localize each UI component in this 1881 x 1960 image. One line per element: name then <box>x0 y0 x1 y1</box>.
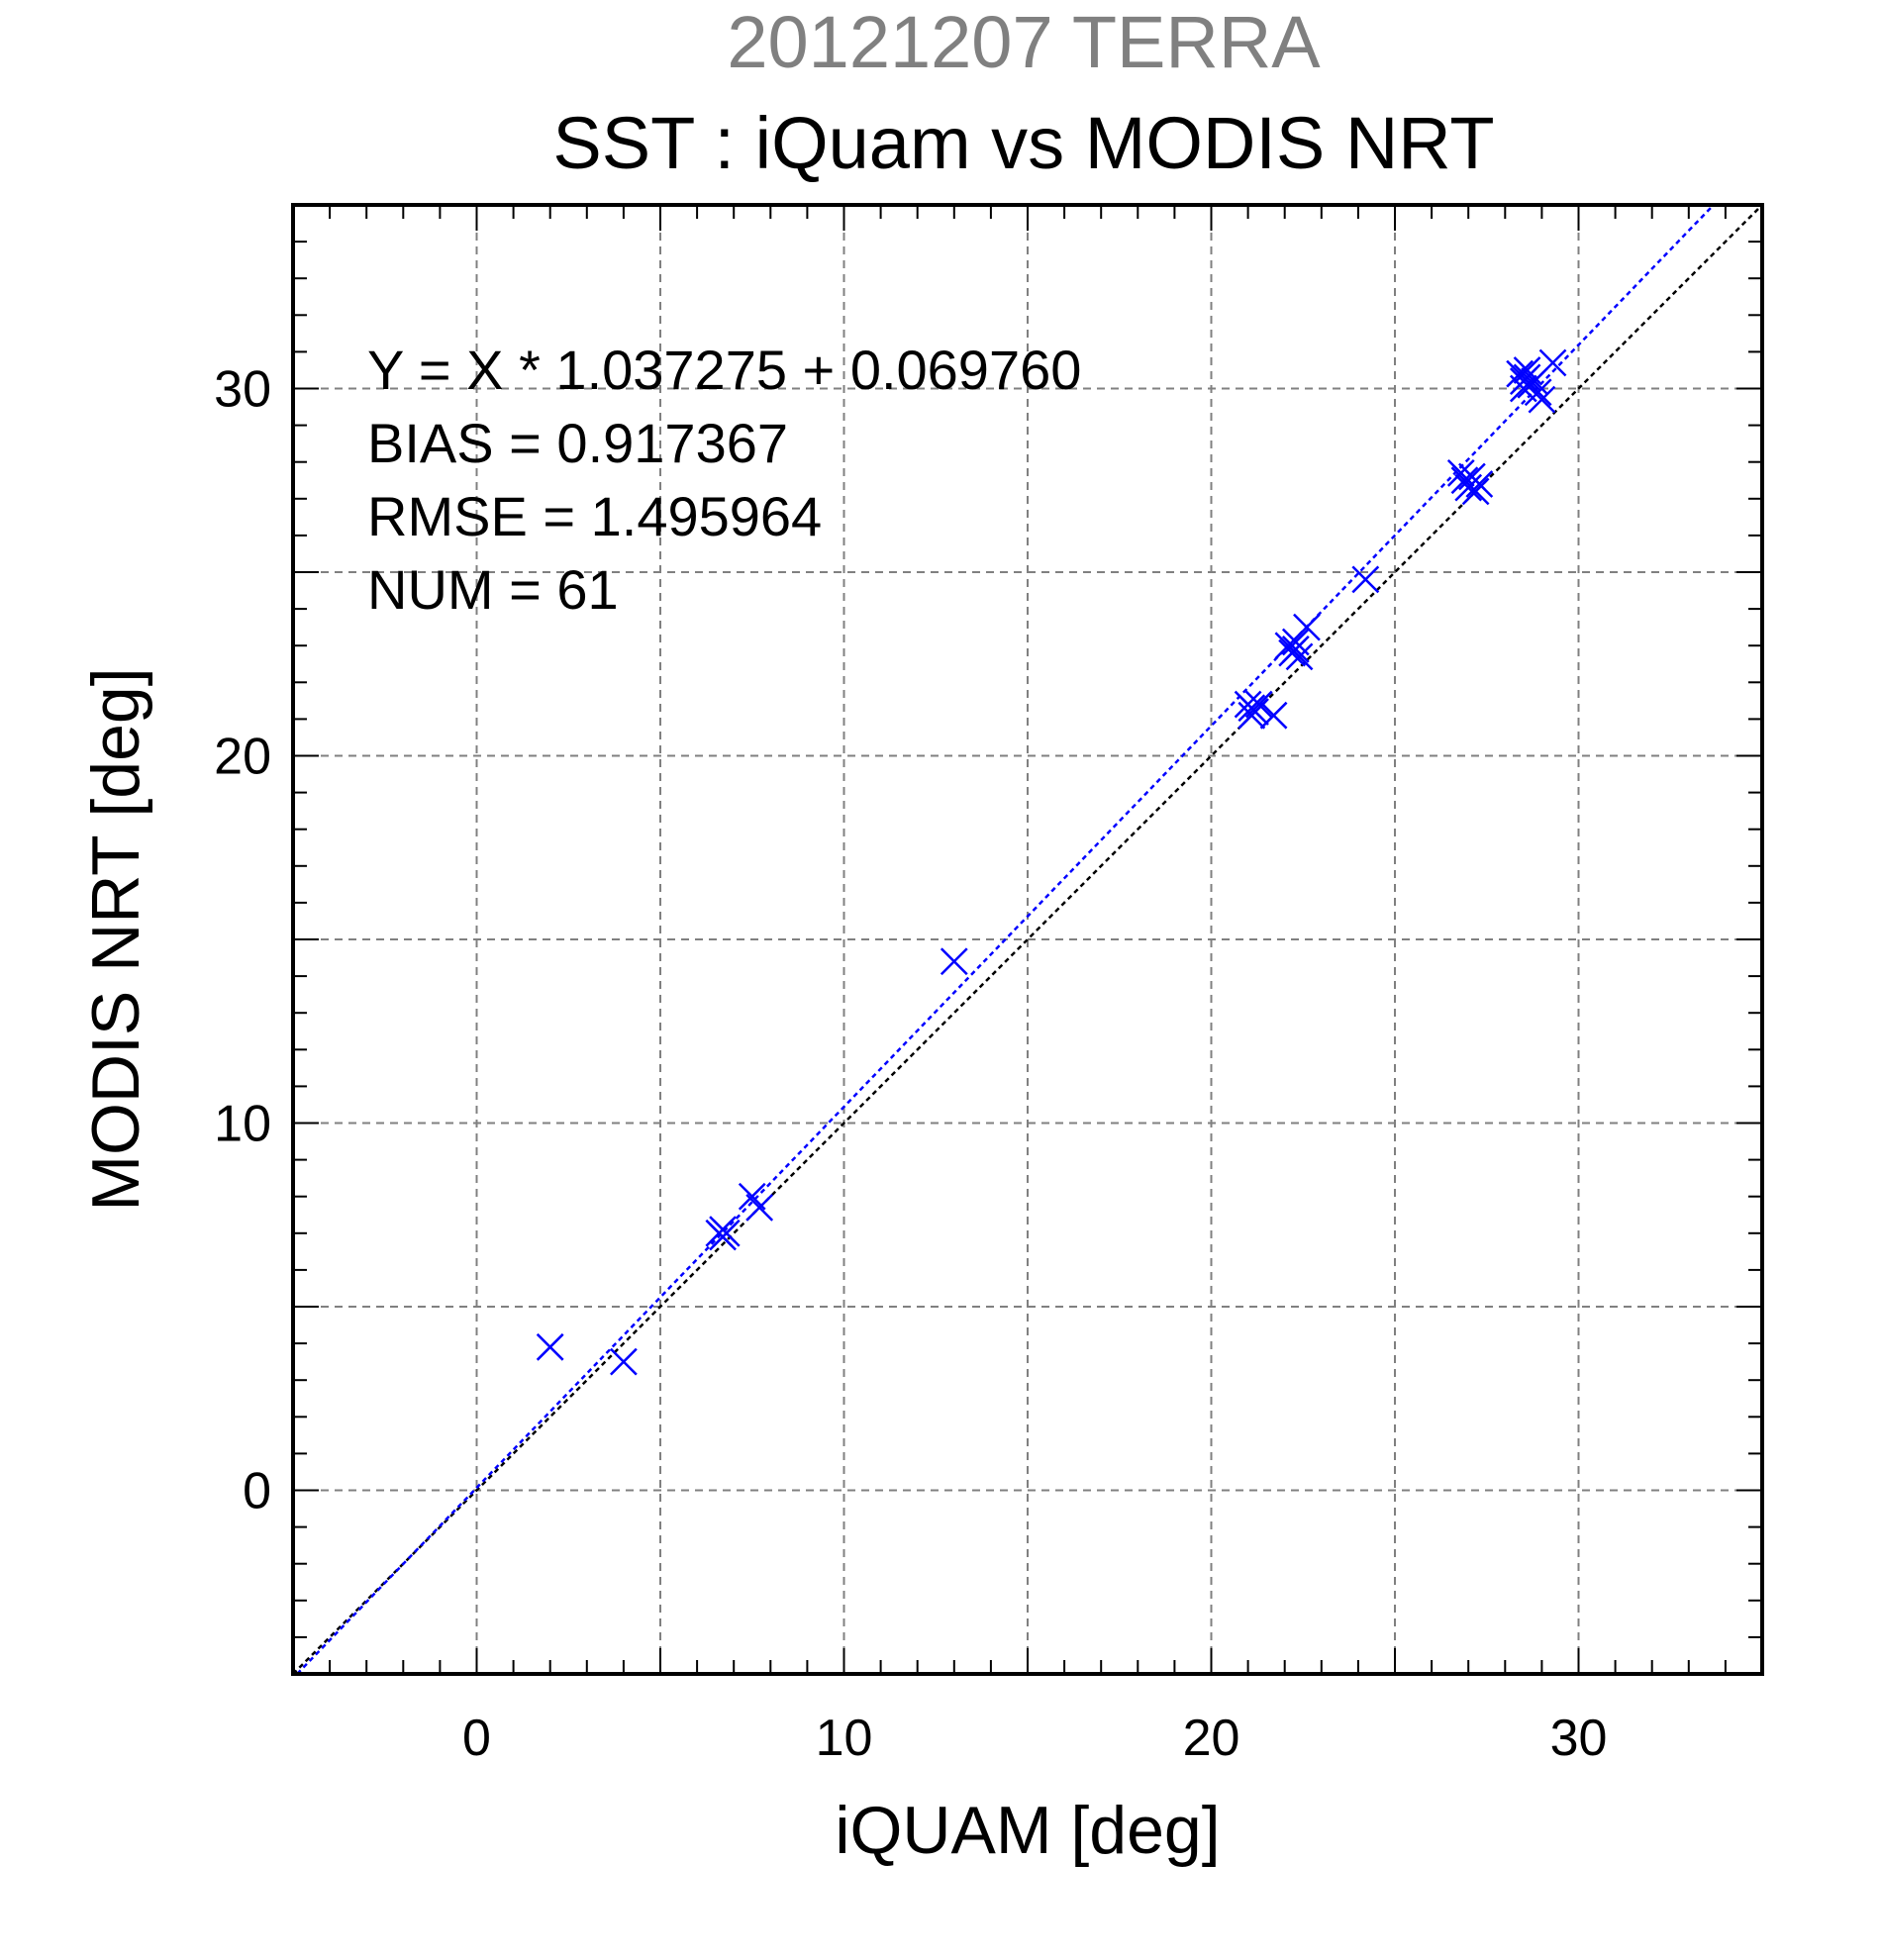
stat-bias: BIAS = 0.917367 <box>367 412 788 474</box>
data-point-stroke <box>1446 458 1475 487</box>
data-point-stroke <box>1351 565 1380 594</box>
x-tick-label: 0 <box>462 1710 491 1767</box>
data-point-stroke <box>536 1332 564 1361</box>
data-point-stroke <box>1513 363 1541 392</box>
data-point-stroke <box>940 947 968 976</box>
data-point-stroke <box>1528 385 1556 414</box>
data-point-stroke <box>1285 642 1314 671</box>
data-point-stroke <box>1538 348 1567 377</box>
data-point-stroke <box>1454 473 1483 502</box>
data-point-stroke <box>745 1193 774 1222</box>
y-tick-label: 20 <box>214 729 271 786</box>
data-point <box>940 947 968 976</box>
data-point-stroke <box>709 1223 737 1251</box>
data-point <box>1528 385 1556 414</box>
data-points <box>536 348 1567 1376</box>
y-tick-label: 30 <box>214 361 271 419</box>
x-tick-label: 20 <box>1183 1710 1240 1767</box>
grid-lines <box>293 205 1762 1674</box>
data-point <box>1513 363 1541 392</box>
chart-title: SST : iQuam vs MODIS NRT <box>552 102 1494 184</box>
data-point <box>1524 378 1552 407</box>
stat-rmse: RMSE = 1.495964 <box>367 485 822 547</box>
chart-supertitle: 20121207 TERRA <box>727 1 1321 83</box>
data-point <box>709 1223 737 1251</box>
y-tick-label: 10 <box>214 1096 271 1153</box>
data-point <box>1351 565 1380 594</box>
data-point <box>1238 701 1266 730</box>
data-point <box>1293 613 1321 641</box>
data-point <box>1465 470 1494 498</box>
data-point-stroke <box>1465 470 1494 498</box>
data-point <box>536 1332 564 1361</box>
minor-ticks <box>293 205 1762 1674</box>
data-point <box>1446 458 1475 487</box>
data-point-stroke <box>1513 356 1541 384</box>
x-tick-label: 30 <box>1550 1710 1608 1767</box>
data-point-stroke <box>1259 701 1288 730</box>
data-point <box>1259 701 1288 730</box>
data-point-stroke <box>1293 613 1321 641</box>
data-point <box>1454 473 1483 502</box>
y-tick-label: 0 <box>243 1463 271 1520</box>
tick-labels: 0 10 20 30 0 10 20 30 <box>214 361 1607 1768</box>
data-point <box>1538 348 1567 377</box>
data-point <box>1461 477 1490 506</box>
reference-lines <box>292 204 1763 1675</box>
data-point-stroke <box>1461 477 1490 506</box>
data-point-stroke <box>1281 636 1310 663</box>
data-point-stroke <box>610 1347 638 1376</box>
plot-frame <box>291 203 1764 1676</box>
x-axis-label: iQUAM [deg] <box>835 1793 1220 1868</box>
stat-fit-equation: Y = X * 1.037275 + 0.069760 <box>367 339 1081 401</box>
data-point <box>1281 636 1310 663</box>
data-point <box>745 1193 774 1222</box>
data-point <box>1281 628 1310 656</box>
data-point-stroke <box>1238 701 1266 730</box>
data-point <box>610 1347 638 1376</box>
regression-line <box>296 204 1715 1675</box>
x-tick-label: 10 <box>816 1710 873 1767</box>
y-axis-label: MODIS NRT [deg] <box>78 667 153 1211</box>
identity-line <box>292 204 1763 1675</box>
data-point-stroke <box>738 1182 766 1211</box>
fit-statistics: Y = X * 1.037275 + 0.069760 BIAS = 0.917… <box>367 339 1081 621</box>
data-point-stroke <box>1281 628 1310 656</box>
stat-num: NUM = 61 <box>367 558 619 621</box>
data-point-stroke <box>1524 378 1552 407</box>
